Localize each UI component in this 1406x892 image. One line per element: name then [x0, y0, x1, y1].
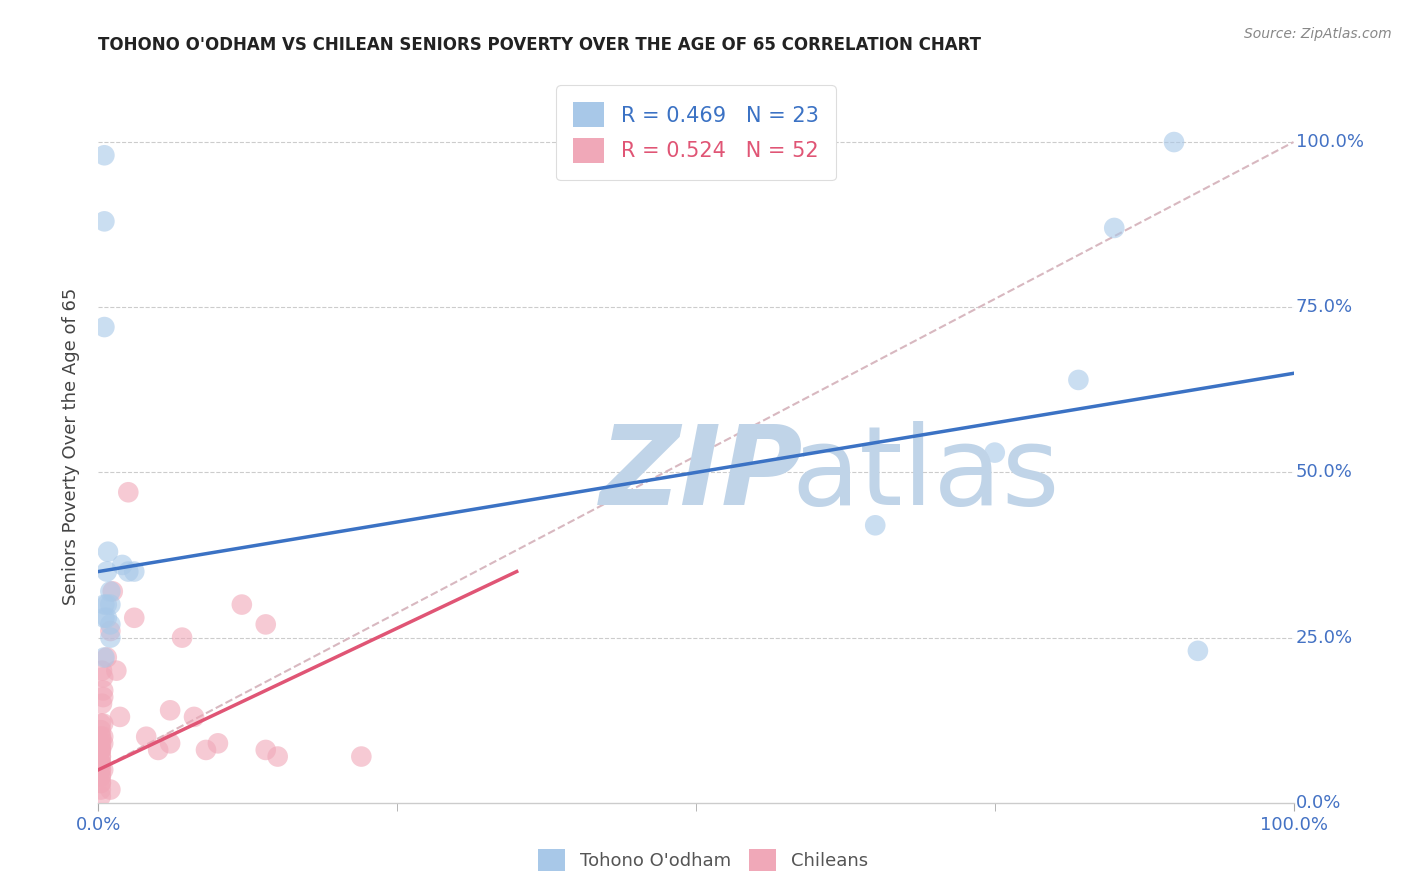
Y-axis label: Seniors Poverty Over the Age of 65: Seniors Poverty Over the Age of 65: [62, 287, 80, 605]
Text: atlas: atlas: [792, 421, 1060, 528]
Point: [117, 565, 139, 579]
Point: [98, 631, 122, 645]
Point: [98, 584, 122, 599]
Point: [90, 743, 112, 757]
Point: [231, 598, 253, 612]
Point: [148, 743, 170, 757]
Point: [90, 776, 112, 790]
Point: [90, 763, 112, 777]
Point: [98, 598, 122, 612]
Point: [101, 584, 124, 599]
Point: [90, 723, 112, 738]
Point: [90, 756, 112, 771]
Point: [90, 769, 112, 783]
Text: 75.0%: 75.0%: [1296, 298, 1353, 317]
Text: 0.0%: 0.0%: [1296, 794, 1341, 812]
Point: [159, 703, 181, 717]
Point: [90, 756, 112, 771]
Point: [93, 214, 115, 228]
Point: [124, 565, 146, 579]
Point: [159, 736, 181, 750]
Point: [254, 617, 277, 632]
Point: [91, 690, 114, 704]
Point: [91, 670, 114, 684]
Text: Source: ZipAtlas.com: Source: ZipAtlas.com: [1244, 27, 1392, 41]
Text: 100.0%: 100.0%: [1296, 133, 1364, 151]
Point: [96, 611, 118, 625]
Point: [91, 763, 114, 777]
Point: [195, 743, 218, 757]
Point: [90, 736, 112, 750]
Point: [1067, 373, 1090, 387]
Point: [254, 743, 277, 757]
Point: [90, 749, 112, 764]
Text: ZIP: ZIP: [600, 421, 804, 528]
Point: [91, 736, 114, 750]
Point: [93, 598, 115, 612]
Point: [207, 736, 229, 750]
Point: [90, 756, 112, 771]
Point: [93, 650, 115, 665]
Point: [267, 749, 290, 764]
Point: [93, 148, 115, 162]
Point: [865, 518, 887, 533]
Point: [93, 320, 115, 334]
Text: 25.0%: 25.0%: [1296, 629, 1353, 647]
Point: [90, 763, 112, 777]
Point: [93, 611, 115, 625]
Point: [90, 743, 112, 757]
Point: [90, 743, 112, 757]
Point: [96, 565, 118, 579]
Point: [111, 558, 134, 572]
Point: [984, 445, 1007, 459]
Point: [90, 730, 112, 744]
Point: [1187, 644, 1209, 658]
Point: [90, 776, 112, 790]
Point: [90, 789, 112, 804]
Point: [108, 710, 131, 724]
Point: [350, 749, 373, 764]
Point: [172, 631, 194, 645]
Point: [91, 716, 114, 731]
Point: [135, 730, 157, 744]
Point: [90, 769, 112, 783]
Point: [124, 611, 146, 625]
Point: [98, 624, 122, 638]
Point: [91, 683, 114, 698]
Point: [96, 650, 118, 665]
Point: [90, 782, 112, 797]
Text: TOHONO O'ODHAM VS CHILEAN SENIORS POVERTY OVER THE AGE OF 65 CORRELATION CHART: TOHONO O'ODHAM VS CHILEAN SENIORS POVERT…: [98, 36, 981, 54]
Point: [96, 598, 118, 612]
Point: [1104, 221, 1126, 235]
Point: [183, 710, 205, 724]
Point: [98, 617, 122, 632]
Point: [90, 749, 112, 764]
Point: [98, 782, 122, 797]
Text: 50.0%: 50.0%: [1296, 464, 1353, 482]
Legend: Tohono O'odham, Chileans: Tohono O'odham, Chileans: [531, 842, 875, 879]
Point: [91, 664, 114, 678]
Point: [90, 730, 112, 744]
Point: [91, 697, 114, 711]
Point: [97, 545, 120, 559]
Point: [91, 730, 114, 744]
Point: [105, 664, 128, 678]
Legend: R = 0.469   N = 23, R = 0.524   N = 52: R = 0.469 N = 23, R = 0.524 N = 52: [557, 86, 835, 180]
Point: [90, 716, 112, 731]
Point: [1163, 135, 1185, 149]
Point: [90, 736, 112, 750]
Point: [117, 485, 139, 500]
